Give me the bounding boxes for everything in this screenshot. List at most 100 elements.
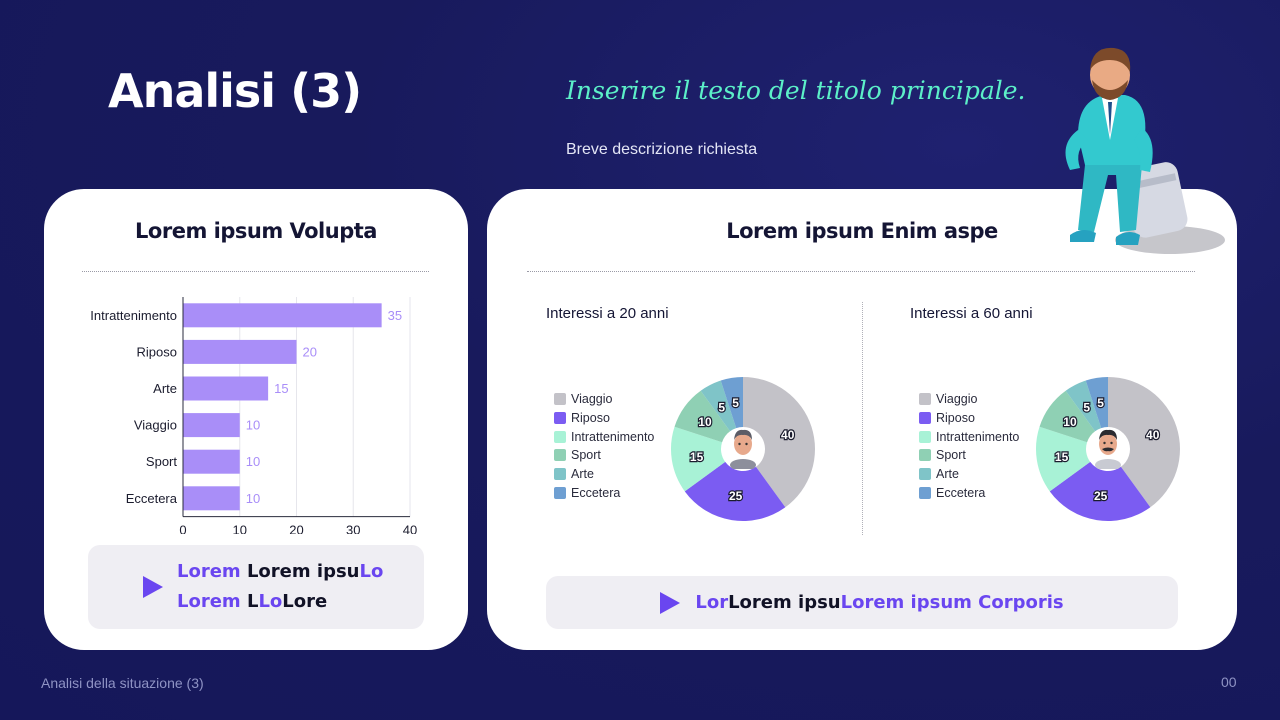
donut-charts-card: Lorem ipsum Enim aspe Interessi a 20 ann… <box>487 189 1237 650</box>
old-man-avatar-icon <box>1095 429 1121 469</box>
callout-segment: Lore <box>282 591 328 612</box>
right-callout: LorLorem ipsuLorem ipsum Corporis <box>546 576 1178 629</box>
legend-item: Intrattenimento <box>554 427 654 446</box>
bar <box>183 376 269 401</box>
legend-label: Eccetera <box>571 485 621 500</box>
legend-label: Intrattenimento <box>936 429 1020 444</box>
donut-slice <box>743 377 815 508</box>
legend-swatch <box>554 468 566 481</box>
legend-label: Viaggio <box>571 392 613 407</box>
donut-slice <box>671 426 726 492</box>
businessman-with-suitcase-icon <box>1065 47 1225 254</box>
y-category-label: Riposo <box>137 344 177 359</box>
left-callout: Lorem Lorem ipsuLo Lorem LLoLore <box>88 545 424 629</box>
donut-slice <box>700 380 737 432</box>
left-callout-line-2: Lorem LLoLore <box>177 587 383 617</box>
young-man-avatar-icon <box>730 429 756 469</box>
callout-segment: Lo <box>258 591 283 612</box>
donut-card-divider <box>527 271 1195 272</box>
x-tick-label: 10 <box>233 523 247 534</box>
donut-60-title: Interessi a 60 anni <box>910 305 1033 322</box>
donut-slice-label: 15 <box>1055 450 1069 464</box>
donut-card-title: Lorem ipsum Enim aspe <box>726 219 998 243</box>
callout-segment: Lorem <box>177 561 247 582</box>
donut-slice-label: 10 <box>1063 415 1077 429</box>
legend-label: Arte <box>571 467 594 482</box>
y-category-label: Eccetera <box>126 491 178 506</box>
legend-label: Riposo <box>571 411 610 426</box>
legend-swatch <box>554 430 566 443</box>
callout-segment: Lorem <box>177 591 247 612</box>
page-number: 00 <box>1221 674 1237 690</box>
donut-slice <box>684 461 786 521</box>
headline: Inserire il testo del titolo principale. <box>566 76 1026 105</box>
callout-segment: Lor <box>695 592 729 613</box>
legend-swatch <box>919 468 931 481</box>
donut-slice-label: 5 <box>718 401 725 415</box>
legend-swatch <box>919 393 931 406</box>
donut-slice <box>1049 461 1151 521</box>
callout-segment: Lorem ipsu <box>728 592 841 613</box>
bar-chart-card: Lorem ipsum Volupta 0 10 20 30 40 Intrattenim… <box>44 189 468 650</box>
legend-item: Eccetera <box>554 483 654 502</box>
donut-slice <box>1108 377 1180 508</box>
bar-value-label: 10 <box>246 418 260 433</box>
legend-swatch <box>919 412 931 425</box>
bar <box>183 303 382 328</box>
donut-20-legend: Viaggio Riposo Intrattenimento Sport Arte Ecc… <box>554 390 654 502</box>
legend-label: Viaggio <box>936 392 978 407</box>
legend-item: Sport <box>554 446 654 465</box>
right-callout-text: LorLorem ipsuLorem ipsum Corporis <box>695 592 1063 613</box>
footer-section: Analisi della situazione (3) <box>41 675 204 691</box>
legend-swatch <box>919 486 931 499</box>
donut-slice <box>1039 390 1096 443</box>
charts-separator <box>862 302 863 535</box>
donut-60-wrap: 40 25 15 10 5 5 <box>1034 375 1182 523</box>
donut-slice-label: 15 <box>690 450 704 464</box>
legend-label: Sport <box>936 448 966 463</box>
donut-slice <box>674 390 731 443</box>
legend-item: Viaggio <box>919 390 1019 409</box>
donut-slice-label: 5 <box>1083 401 1090 415</box>
bar-card-title: Lorem ipsum Volupta <box>135 219 377 243</box>
x-tick-label: 0 <box>179 523 186 534</box>
donut-slice-label: 40 <box>1146 428 1160 442</box>
legend-swatch <box>554 393 566 406</box>
legend-swatch <box>919 430 931 443</box>
donut-slice <box>1085 377 1108 429</box>
bar-value-label: 20 <box>303 344 317 359</box>
legend-item: Riposo <box>919 409 1019 428</box>
legend-item: Arte <box>919 465 1019 484</box>
y-category-label: Viaggio <box>134 418 177 433</box>
bar-value-label: 10 <box>246 454 260 469</box>
donut-20-title: Interessi a 20 anni <box>546 305 669 322</box>
x-tick-label: 30 <box>346 523 360 534</box>
legend-label: Riposo <box>936 411 975 426</box>
donut-60-legend: Viaggio Riposo Intrattenimento Sport Arte Ecc… <box>919 390 1019 502</box>
legend-label: Eccetera <box>936 485 986 500</box>
legend-item: Viaggio <box>554 390 654 409</box>
bar-card-divider <box>82 271 429 272</box>
bar <box>183 413 240 438</box>
subheading: Breve descrizione richiesta <box>566 141 758 158</box>
donut-slice-label: 25 <box>1094 489 1108 503</box>
y-category-label: Intrattenimento <box>90 308 177 323</box>
y-category-label: Arte <box>153 381 177 396</box>
legend-swatch <box>554 486 566 499</box>
legend-swatch <box>919 449 931 462</box>
play-icon <box>143 576 163 598</box>
donut-20-chart: 40 25 15 10 5 5 <box>671 377 815 521</box>
legend-item: Sport <box>919 446 1019 465</box>
donut-slice-label: 5 <box>732 396 739 410</box>
donut-slice <box>1065 380 1102 432</box>
legend-swatch <box>554 449 566 462</box>
x-tick-label: 20 <box>289 523 303 534</box>
legend-item: Riposo <box>554 409 654 428</box>
legend-label: Sport <box>571 448 601 463</box>
legend-item: Arte <box>554 465 654 484</box>
donut-slice <box>1036 426 1091 492</box>
donut-slice-label: 40 <box>781 428 795 442</box>
callout-segment: L <box>246 591 259 612</box>
donut-60-chart: 40 25 15 10 5 5 <box>1036 377 1180 521</box>
legend-item: Eccetera <box>919 483 1019 502</box>
